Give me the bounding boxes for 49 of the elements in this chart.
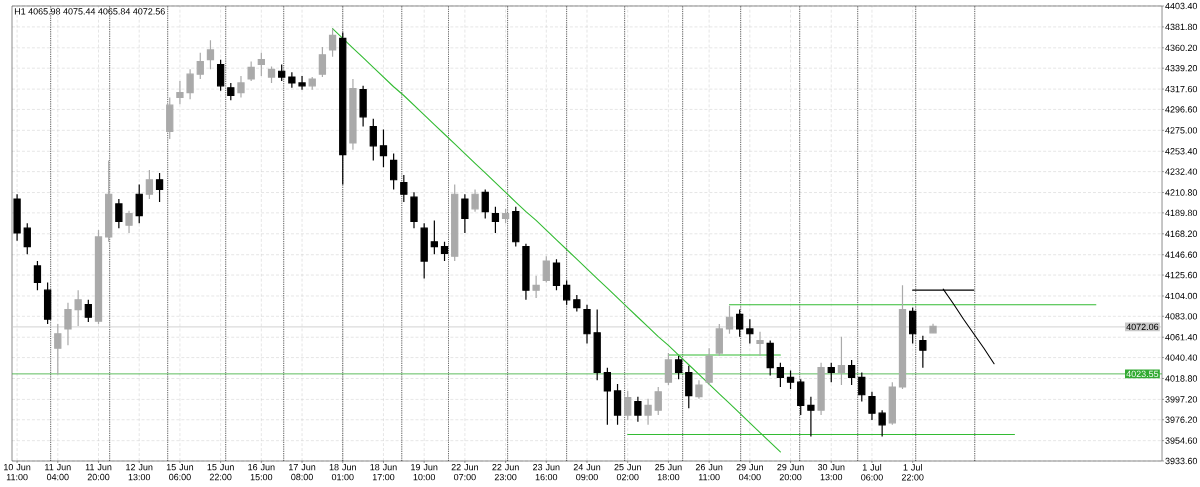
x-tick-label: 11 Jun 20:00 [85,464,112,481]
x-tick-label: 11 Jun 04:00 [45,464,71,481]
y-tick-label: 3954.60 [1165,437,1198,444]
x-tick-label: 25 Jun 18:00 [655,463,682,481]
x-tick-label: 25 Jun 02:00 [614,463,641,481]
x-tick-label: 22 Jun 23:00 [492,463,519,481]
x-tick-label: 18 Jun 17:00 [370,463,397,481]
ref-line-label: 4072.06 [1126,323,1159,331]
y-tick-label: 3976.20 [1165,416,1198,423]
y-tick-label: 4232.40 [1165,168,1198,175]
x-tick-label: 29 Jun 04:00 [736,463,763,481]
x-tick-label: 15 Jun 06:00 [166,464,194,481]
y-tick-label: 4403.40 [1165,2,1198,10]
x-tick-label: 24 Jun 09:00 [573,463,601,481]
x-tick-label: 15 Jun 22:00 [207,464,234,481]
x-tick-label: 12 Jun 13:00 [126,463,153,481]
y-tick-label: 4104.00 [1165,292,1198,300]
y-tick-label: 4210.80 [1165,189,1198,196]
x-tick-label: 16 Jun 15:00 [248,463,275,481]
x-tick-label: 26 Jun 11:00 [695,463,723,481]
x-tick-label: 18 Jun 01:00 [329,463,356,481]
x-tick-label: 10 Jun 11:00 [4,463,31,481]
y-tick-label: 3997.20 [1165,396,1198,403]
y-tick-label: 4339.20 [1165,65,1198,72]
y-tick-label: 4125.60 [1165,271,1198,279]
y-tick-label: 4018.80 [1165,375,1198,382]
ref-line-label: 4023.55 [1126,370,1159,378]
y-tick-label: 4083.00 [1165,313,1198,320]
x-tick-label: 30 Jun 13:00 [817,463,845,481]
x-tick-label: 29 Jun 20:00 [777,463,804,481]
x-tick-label: 1 Jul 06:00 [861,464,883,481]
x-tick-label: 17 Jun 08:00 [289,464,316,481]
x-tick-label: 1 Jul 22:00 [901,464,924,481]
y-tick-label: 4360.20 [1165,44,1198,52]
x-tick-label: 19 Jun 10:00 [411,463,438,481]
y-tick-label: 4253.40 [1165,148,1198,155]
y-tick-label: 4381.80 [1165,23,1198,31]
chart-title: H1 4065.98 4075.44 4065.84 4072.56 [14,8,165,15]
x-tick-label: 22 Jun 07:00 [451,463,478,481]
y-tick-label: 4061.40 [1165,334,1198,341]
x-tick-label: 23 Jun 16:00 [533,463,560,481]
y-tick-label: 4146.60 [1165,251,1198,258]
y-tick-label: 4168.20 [1165,230,1198,237]
y-tick-label: 3933.60 [1165,457,1198,465]
y-tick-label: 4317.60 [1165,85,1198,93]
y-tick-label: 4189.80 [1165,209,1198,217]
y-tick-label: 4275.00 [1165,127,1198,134]
y-tick-label: 4040.40 [1165,354,1198,361]
y-tick-label: 4296.60 [1165,106,1198,113]
